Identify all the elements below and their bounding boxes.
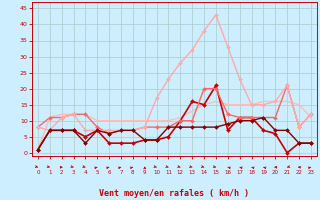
X-axis label: Vent moyen/en rafales ( km/h ): Vent moyen/en rafales ( km/h ) — [100, 189, 249, 198]
